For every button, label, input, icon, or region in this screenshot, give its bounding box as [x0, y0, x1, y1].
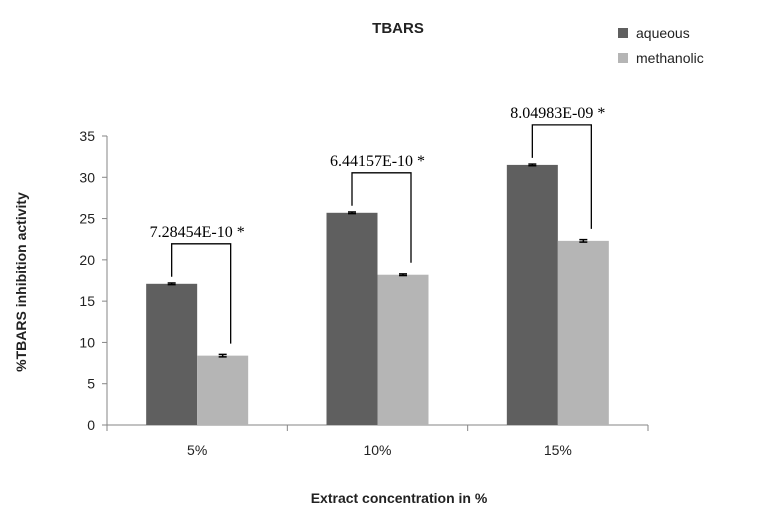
legend-label-aqueous: aqueous — [636, 25, 690, 41]
bar-aqueous — [506, 164, 558, 425]
y-tick-label: 5 — [87, 376, 95, 392]
significance-bracket — [171, 243, 232, 344]
significance-label: 8.04983E-09 * — [510, 105, 605, 122]
bar-methanolic — [377, 274, 429, 425]
annotations: 7.28454E-10 * 6.44157E-10 * 8.04983E-09 * — [150, 105, 605, 344]
y-tick-label: 10 — [79, 334, 95, 350]
legend: aqueous methanolic — [618, 25, 704, 66]
bar-methanolic — [557, 240, 609, 425]
y-tick-label: 15 — [79, 293, 95, 309]
y-tick-label: 20 — [79, 252, 95, 268]
significance-label: 6.44157E-10 * — [330, 153, 425, 170]
y-tick-label: 30 — [79, 169, 95, 185]
y-axis-label: %TBARS inhibition activity — [13, 192, 29, 372]
legend-label-methanolic: methanolic — [636, 50, 704, 66]
legend-swatch-aqueous — [618, 28, 628, 38]
y-tick-label: 25 — [79, 211, 95, 227]
y-tick-label: 0 — [87, 417, 95, 433]
significance-label: 7.28454E-10 * — [150, 224, 245, 241]
legend-swatch-methanolic — [618, 53, 628, 63]
x-tick-label: 15% — [544, 442, 572, 458]
bars — [146, 163, 609, 425]
significance-bracket — [351, 172, 412, 263]
x-axis-label: Extract concentration in % — [311, 490, 488, 506]
bar-aqueous — [146, 283, 198, 425]
bar-aqueous — [326, 212, 378, 425]
bar-methanolic — [197, 355, 249, 425]
x-tick-label: 10% — [363, 442, 391, 458]
y-tick-label: 35 — [79, 128, 95, 144]
x-tick-label: 5% — [187, 442, 207, 458]
significance-bracket — [531, 124, 592, 229]
chart-title: TBARS — [372, 20, 424, 37]
